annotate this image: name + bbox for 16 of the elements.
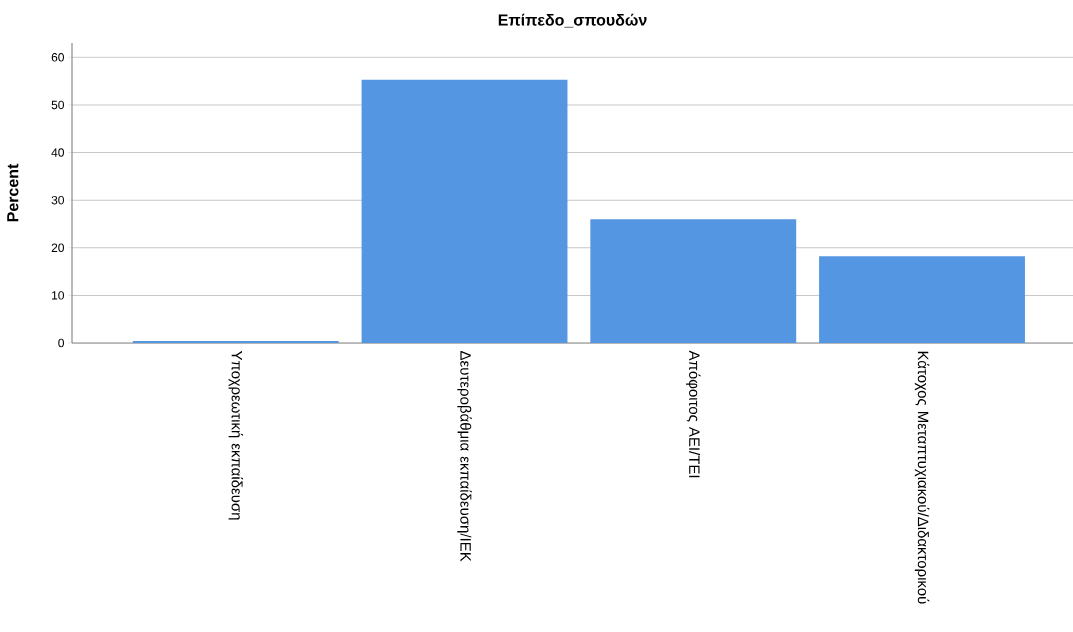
x-tick-label: Απόφοιτος ΑΕΙ/ΤΕΙ [686,350,701,478]
y-tick-label: 0 [58,338,65,348]
chart-title: Επίπεδο_σπουδών [498,13,647,28]
y-tick-label: 60 [51,53,64,62]
bar [361,79,568,343]
x-tick-label: Κάτοχος Μεταπτυχιακού/Διδακτορικού [914,351,930,604]
y-tick-label: 40 [51,148,64,157]
y-tick-label: 30 [51,195,64,205]
y-tick-label: 50 [51,100,64,110]
y-tick-label: 20 [51,243,64,252]
x-tick-label: Υποχρεωτική εκπαίδευση [228,350,243,520]
bar [819,256,1025,343]
x-tick-label: Δευτεροβάθμια εκπαίδευση/ΙΕΚ [457,350,472,562]
y-axis-title: Percent [7,163,19,222]
y-tick-label: 10 [52,291,64,300]
bar [590,219,797,343]
